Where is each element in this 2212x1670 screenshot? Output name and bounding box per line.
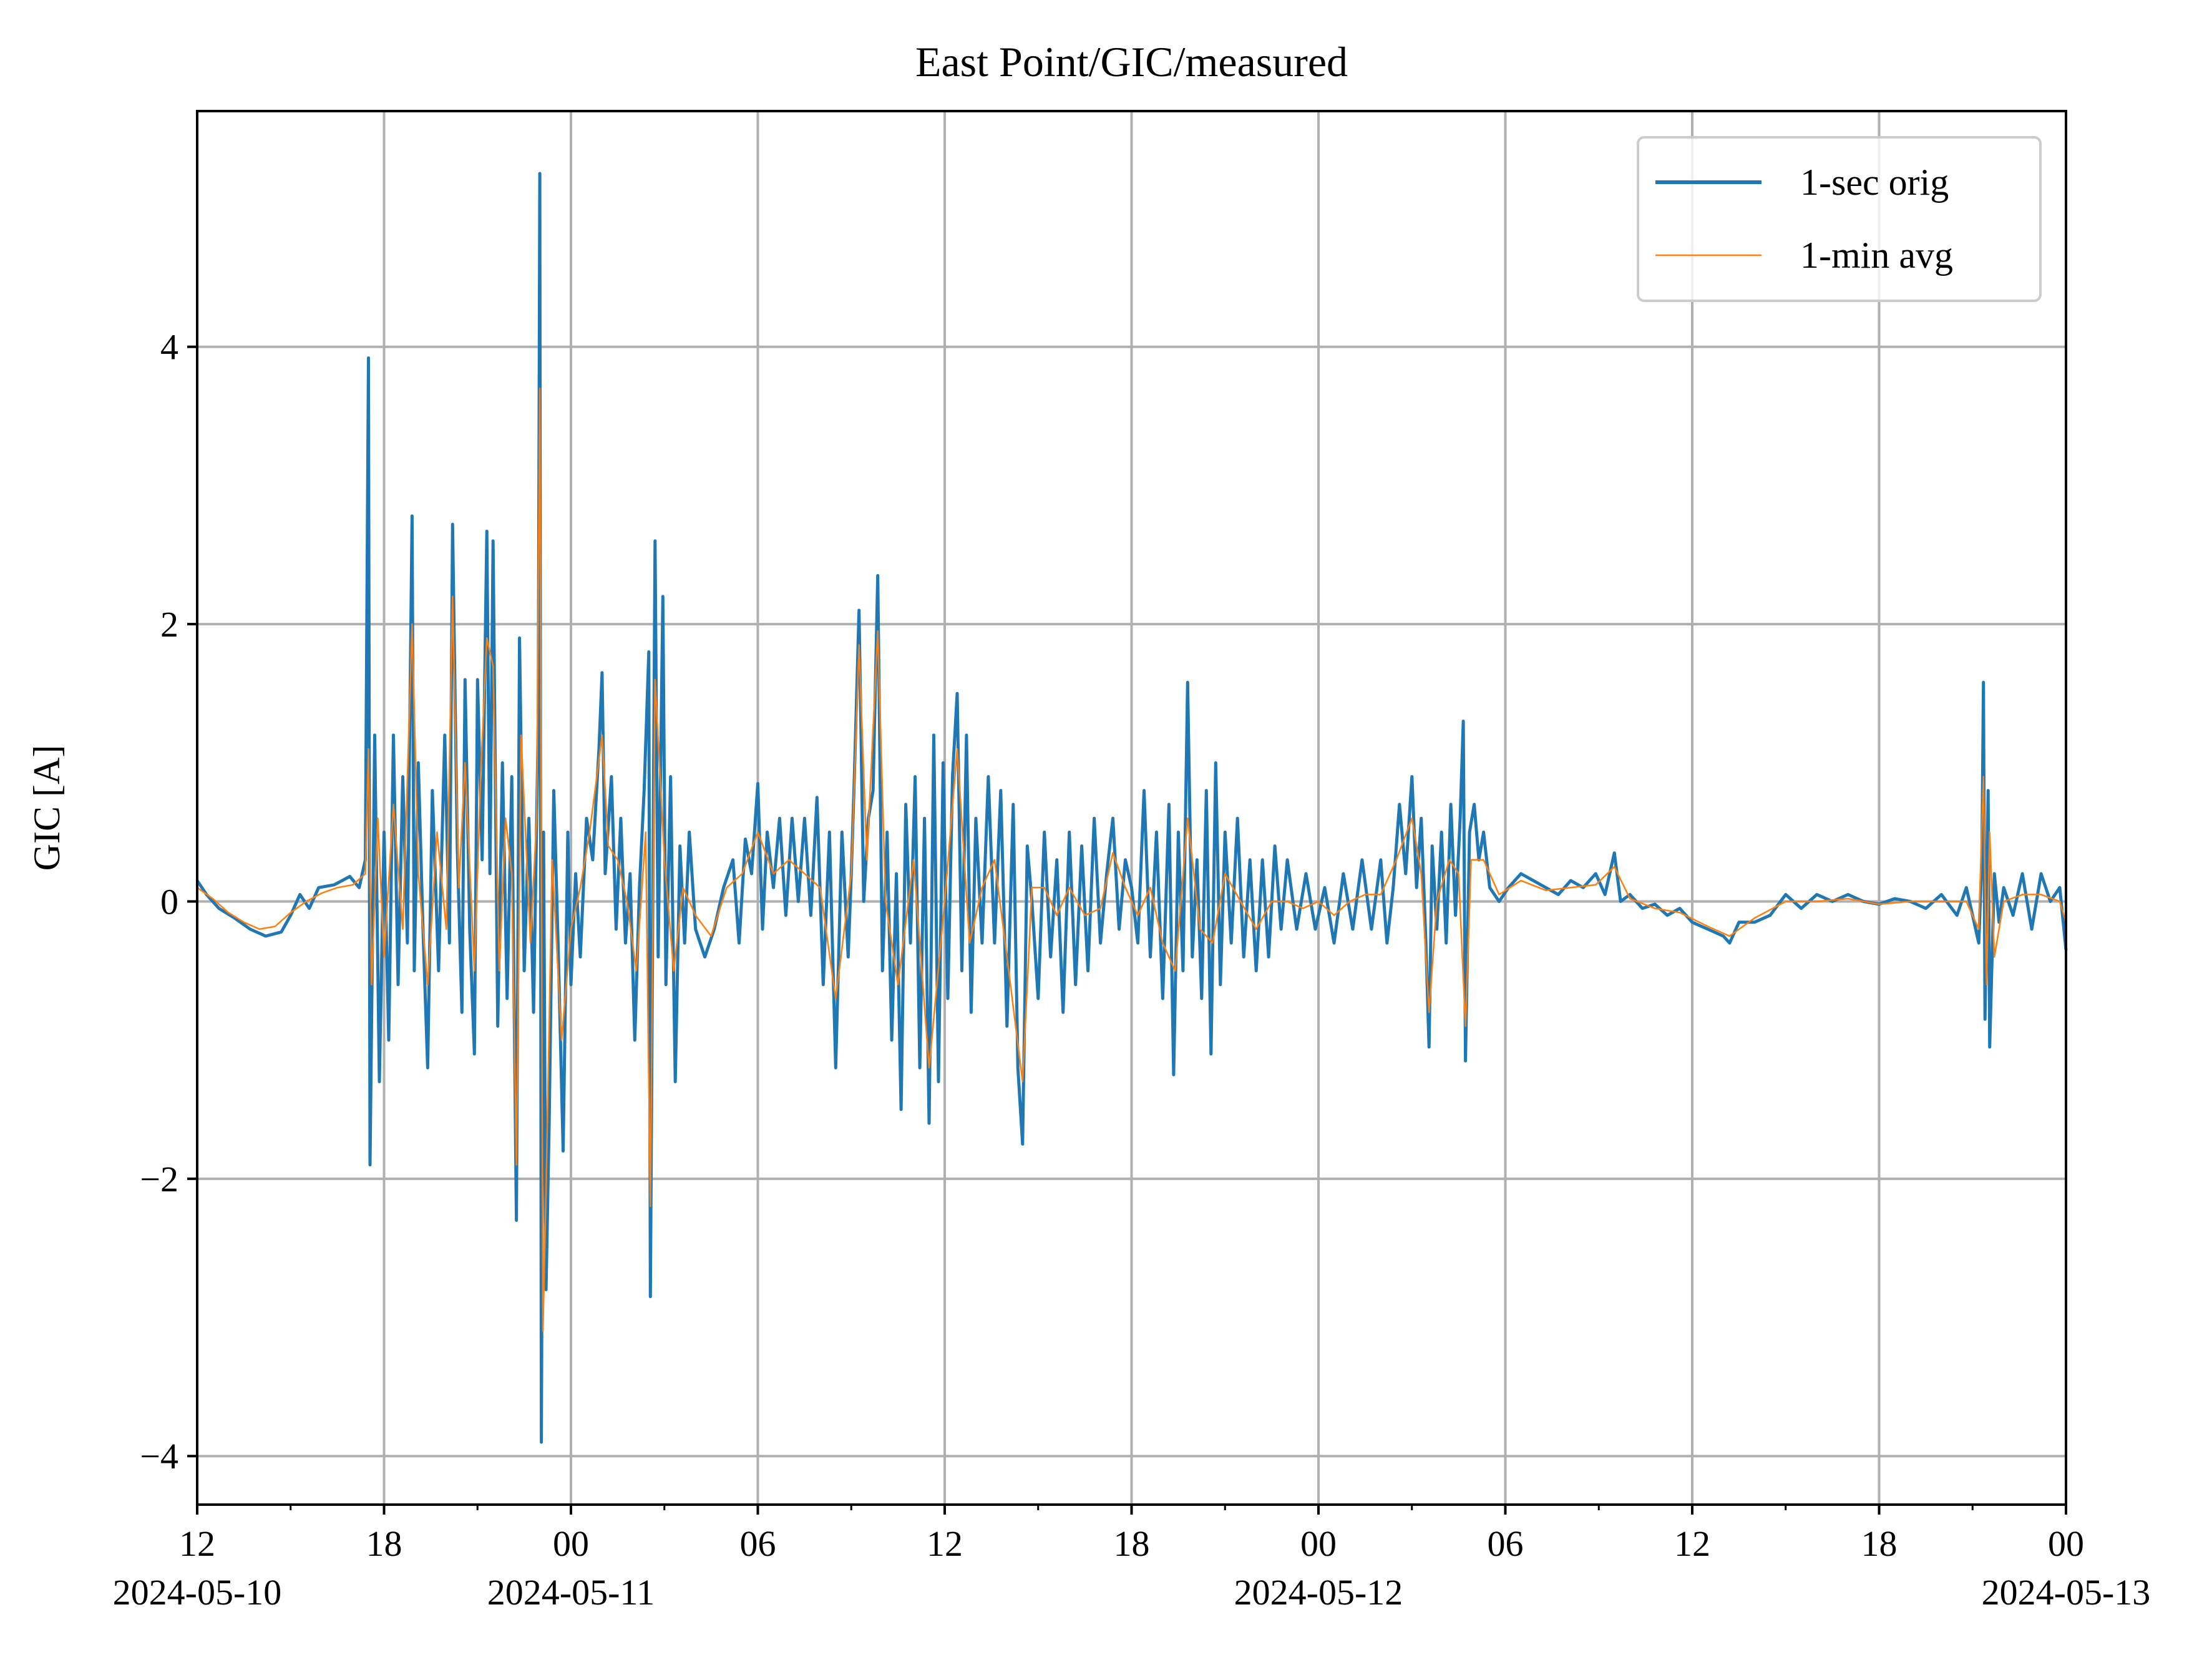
legend-label-1-sec-orig: 1-sec orig: [1800, 162, 1949, 203]
x-tick-label: 18: [366, 1523, 402, 1564]
legend-label-1-min-avg: 1-min avg: [1800, 235, 1953, 276]
y-tick-label: 4: [160, 327, 178, 368]
x-tick-label: 00: [1300, 1523, 1337, 1564]
x-tick-label: 12: [1674, 1523, 1710, 1564]
x-tick-label: 18: [1114, 1523, 1150, 1564]
legend-box: [1637, 136, 2042, 302]
y-tick-label: −2: [140, 1159, 178, 1199]
x-tick-label: 18: [1861, 1523, 1898, 1564]
y-tick-label: 0: [160, 881, 178, 922]
axis-ticks: 12 2024-05-10 18 00 2024-05-11 06 12 18 00 2024-0…: [113, 327, 2151, 1613]
x-tick-label: 12: [927, 1523, 963, 1564]
x-tick-date-label: 2024-05-12: [1234, 1572, 1403, 1613]
legend: 1-sec orig 1-min avg: [1637, 136, 2042, 302]
y-tick-label: 2: [160, 604, 178, 645]
x-tick-label: 06: [1488, 1523, 1524, 1564]
series-line-1-min-avg: [197, 388, 2067, 1332]
x-tick-label: 12: [179, 1523, 215, 1564]
x-tick-label: 06: [740, 1523, 776, 1564]
series-line-1-sec-orig: [195, 172, 2068, 1444]
x-tick-date-label: 2024-05-13: [1982, 1572, 2151, 1613]
plot-lines: [195, 172, 2068, 1444]
x-tick-label: 00: [2048, 1523, 2084, 1564]
x-tick-date-label: 2024-05-11: [487, 1572, 655, 1613]
x-tick-date-label: 2024-05-10: [113, 1572, 282, 1613]
y-axis-label: GIC [A]: [26, 745, 67, 871]
x-tick-label: 00: [553, 1523, 589, 1564]
chart-title: East Point/GIC/measured: [915, 38, 1348, 85]
y-tick-label: −4: [140, 1436, 178, 1477]
